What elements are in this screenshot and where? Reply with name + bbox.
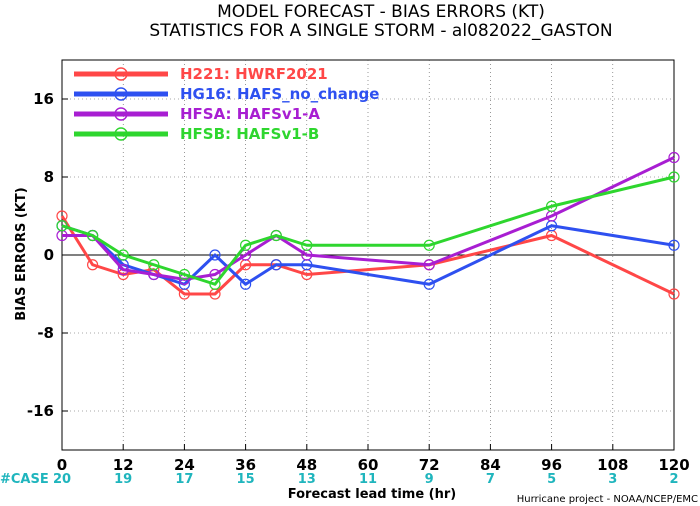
- legend-marker: [114, 107, 128, 121]
- legend-item: H221: HWRF2021: [74, 65, 328, 83]
- legend-item: HFSB: HAFSv1-B: [74, 125, 319, 143]
- case-count: 7: [486, 472, 495, 487]
- y-axis-label: BIAS ERRORS (KT): [14, 187, 29, 320]
- data-point: [545, 200, 558, 212]
- x-tick-label: 108: [597, 456, 628, 474]
- legend-item: HG16: HAFS_no_change: [74, 85, 379, 103]
- data-point: [178, 268, 190, 281]
- case-count: 11: [359, 472, 377, 487]
- legend-marker: [114, 87, 128, 101]
- x-tick-label: 120: [658, 456, 689, 474]
- plot-area: [61, 59, 675, 451]
- legend-label: HFSB: HAFSv1-B: [180, 125, 319, 143]
- data-point: [270, 229, 282, 242]
- data-point: [668, 239, 680, 251]
- data-point: [668, 288, 680, 300]
- y-tick-label: 0: [44, 246, 54, 264]
- y-tick-label: -8: [37, 324, 54, 342]
- series-line: [61, 175, 675, 286]
- case-count: 20: [53, 472, 71, 487]
- case-count: 15: [237, 472, 255, 487]
- data-point: [86, 259, 99, 271]
- x-tick-label: 48: [296, 456, 317, 474]
- series-layer: [56, 151, 680, 300]
- case-count: 17: [175, 472, 193, 487]
- legend-marker: [114, 67, 128, 81]
- y-tick-label: 16: [33, 90, 54, 108]
- case-counts: 20 19 17 15 13 11 9 7 5 3 2: [53, 472, 679, 487]
- credit-text: Hurricane project - NOAA/NCEP/EMC: [517, 494, 698, 505]
- x-tick-label: 84: [480, 456, 501, 474]
- y-axis: -16 -8 0 8 16: [27, 90, 68, 420]
- x-tick-label: 12: [113, 456, 134, 474]
- case-count: 9: [425, 472, 434, 487]
- case-count: 2: [669, 472, 678, 487]
- x-tick-label: 96: [541, 456, 562, 474]
- legend-label: H221: HWRF2021: [180, 65, 328, 83]
- y-tick-label: 8: [44, 168, 54, 186]
- case-count: 19: [114, 472, 132, 487]
- data-point: [56, 220, 68, 232]
- x-tick-label: 36: [235, 456, 256, 474]
- data-point: [117, 249, 129, 261]
- x-axis: 0 12 24 36 48 60 72 84 96 108 120: [57, 444, 690, 474]
- chart-subtitle: STATISTICS FOR A SINGLE STORM - al082022…: [149, 21, 612, 41]
- data-point: [117, 264, 129, 276]
- case-count: 13: [298, 472, 316, 487]
- x-tick-label: 60: [358, 456, 379, 474]
- x-tick-label: 24: [174, 456, 195, 474]
- case-count: 5: [547, 472, 556, 487]
- data-point: [301, 239, 313, 251]
- data-point: [270, 259, 282, 271]
- chart-title: MODEL FORECAST - BIAS ERRORS (KT): [217, 2, 545, 22]
- x-tick-label: 0: [57, 456, 67, 474]
- series-4: [56, 171, 680, 290]
- series-line: [61, 224, 675, 286]
- case-label: #CASE: [0, 472, 49, 487]
- legend-label: HG16: HAFS_no_change: [180, 85, 379, 103]
- data-point: [423, 239, 435, 251]
- x-tick-label: 72: [419, 456, 440, 474]
- data-point: [668, 171, 680, 183]
- data-point: [668, 151, 680, 164]
- data-point: [240, 278, 252, 290]
- data-point: [209, 249, 221, 261]
- data-point: [423, 259, 435, 271]
- data-point: [148, 259, 160, 271]
- data-point: [423, 278, 435, 290]
- data-point: [209, 278, 221, 290]
- legend-marker: [114, 127, 128, 141]
- data-point: [240, 239, 252, 251]
- legend-label: HFSA: HAFSv1-A: [180, 105, 320, 123]
- case-count: 3: [608, 472, 617, 487]
- y-tick-label: -16: [27, 402, 54, 420]
- legend: H221: HWRF2021 HG16: HAFS_no_change HFSA: …: [74, 65, 379, 143]
- x-axis-label: Forecast lead time (hr): [288, 487, 456, 502]
- data-point: [86, 229, 99, 242]
- legend-item: HFSA: HAFSv1-A: [74, 105, 320, 123]
